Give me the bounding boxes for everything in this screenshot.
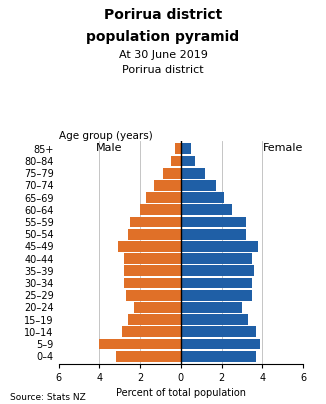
Text: Porirua district: Porirua district: [104, 8, 222, 22]
Bar: [181, 265, 254, 276]
Text: population pyramid: population pyramid: [86, 30, 240, 44]
Text: At 30 June 2019: At 30 June 2019: [119, 50, 207, 61]
Bar: [181, 180, 215, 191]
Bar: [155, 180, 181, 191]
Bar: [181, 241, 259, 252]
Bar: [181, 253, 252, 264]
Bar: [122, 326, 181, 337]
Bar: [171, 156, 181, 166]
Bar: [181, 204, 232, 215]
Bar: [128, 314, 181, 325]
Bar: [181, 339, 260, 349]
Bar: [181, 278, 252, 288]
Bar: [118, 241, 181, 252]
Bar: [181, 290, 252, 301]
Bar: [124, 278, 181, 288]
Bar: [181, 326, 256, 337]
Bar: [181, 143, 191, 154]
Bar: [163, 168, 181, 179]
Bar: [130, 217, 181, 227]
Bar: [181, 302, 242, 313]
X-axis label: Percent of total population: Percent of total population: [116, 388, 246, 398]
Text: Source: Stats NZ: Source: Stats NZ: [10, 393, 85, 402]
Bar: [128, 229, 181, 240]
Bar: [181, 314, 248, 325]
Bar: [181, 229, 246, 240]
Bar: [134, 302, 181, 313]
Bar: [116, 351, 181, 362]
Text: Male: Male: [96, 143, 123, 152]
Bar: [99, 339, 181, 349]
Bar: [175, 143, 181, 154]
Text: Female: Female: [263, 143, 303, 152]
Bar: [140, 204, 181, 215]
Bar: [181, 192, 224, 203]
Text: Porirua district: Porirua district: [122, 65, 204, 75]
Bar: [126, 290, 181, 301]
Text: Age group (years): Age group (years): [59, 131, 153, 141]
Bar: [124, 265, 181, 276]
Bar: [146, 192, 181, 203]
Bar: [181, 217, 246, 227]
Bar: [181, 351, 256, 362]
Bar: [181, 156, 195, 166]
Bar: [124, 253, 181, 264]
Bar: [181, 168, 205, 179]
